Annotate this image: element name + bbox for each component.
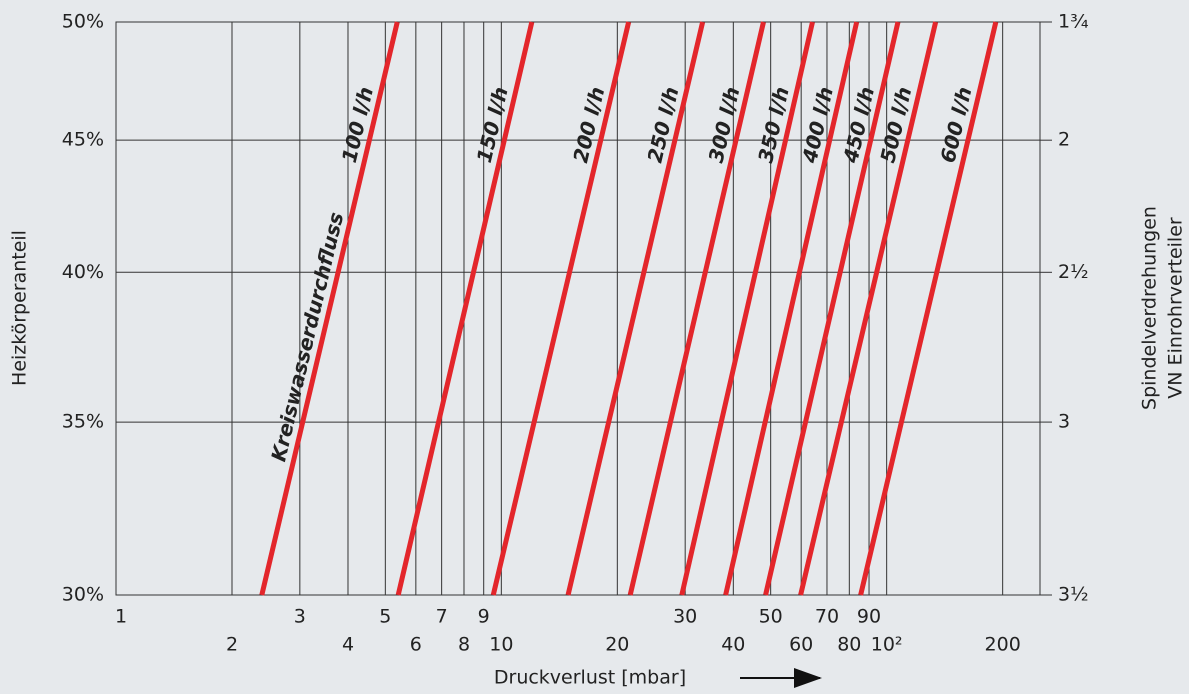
x-tick-label: 50	[759, 606, 783, 628]
x-tick-label: 1	[115, 606, 127, 628]
flow-line	[763, 21, 901, 596]
x-tick-label: 9	[478, 606, 490, 628]
x-tick-label: 70	[815, 606, 839, 628]
x-tick-label: 10²	[871, 634, 903, 656]
x-tick-label: 5	[379, 606, 391, 628]
x-tick-label: 20	[605, 634, 629, 656]
flow-line	[858, 21, 999, 596]
x-tick-label: 30	[673, 606, 697, 628]
x-tick-label: 4	[342, 634, 354, 656]
flow-line	[679, 21, 815, 596]
x-tick-label: 8	[458, 634, 470, 656]
y2-tick-label: 2½	[1058, 261, 1089, 283]
x-tick-label: 2	[226, 634, 238, 656]
x-tick-label: 90	[857, 606, 881, 628]
y-tick-label: 45%	[62, 129, 104, 151]
y-tick-label: 35%	[62, 411, 104, 433]
flow-line	[395, 21, 535, 596]
y-axis-label: Heizkörperanteil	[9, 230, 31, 386]
y2-axis-label: VN Einrohrverteiler	[1165, 217, 1187, 399]
y-tick-label: 50%	[62, 11, 104, 33]
y-tick-label: 30%	[62, 584, 104, 606]
y2-tick-label: 3	[1058, 411, 1070, 433]
flow-line	[798, 21, 939, 596]
flow-line	[627, 21, 766, 596]
x-tick-label: 200	[985, 634, 1021, 656]
y2-tick-label: 2	[1058, 129, 1070, 151]
x-tick-label: 40	[721, 634, 745, 656]
x-tick-label: 10	[489, 634, 513, 656]
x-tick-label: 80	[837, 634, 861, 656]
y2-axis-label: Spindelverdrehungen	[1139, 206, 1161, 410]
y2-tick-label: 3½	[1058, 584, 1089, 606]
x-tick-label: 60	[789, 634, 813, 656]
flow-line	[490, 21, 632, 596]
flow-line	[723, 21, 860, 596]
flow-line	[259, 21, 400, 596]
x-tick-label: 3	[294, 606, 306, 628]
x-tick-label: 7	[436, 606, 448, 628]
y2-tick-label: 1¾	[1058, 11, 1089, 33]
x-tick-label: 6	[410, 634, 422, 656]
flow-line	[565, 21, 706, 596]
x-axis-label: Druckverlust [mbar]	[494, 667, 686, 689]
y-tick-label: 40%	[62, 261, 104, 283]
annotation: Kreiswasserdurchfluss	[266, 210, 348, 464]
